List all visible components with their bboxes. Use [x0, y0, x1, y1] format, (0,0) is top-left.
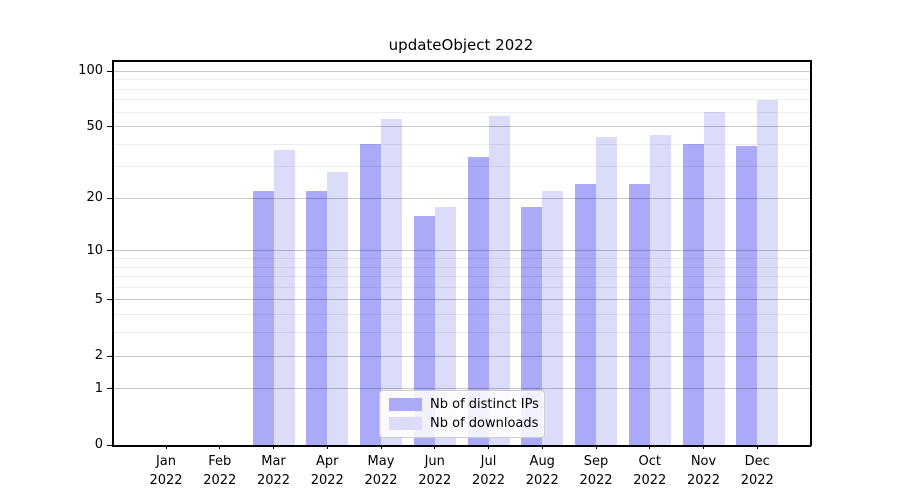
x-tick-mark-oct: [649, 445, 651, 449]
minor-gridline-6: [112, 286, 810, 288]
x-tick-label-jun: Jun 2022: [418, 454, 452, 488]
bar-downloads-jul: [488, 116, 510, 445]
minor-gridline-90: [112, 79, 810, 81]
minor-gridline-80: [112, 88, 810, 90]
x-tick-label-sep: Sep 2022: [579, 454, 613, 488]
x-tick-label-oct: Oct 2022: [633, 454, 667, 488]
x-tick-mark-jun: [434, 445, 436, 449]
gridline-100: [112, 70, 810, 72]
gridline-1: [112, 388, 810, 390]
bar-downloads-dec: [757, 99, 779, 445]
x-tick-label-apr: Apr 2022: [310, 454, 344, 488]
gridline-50: [112, 126, 810, 128]
bar-downloads-nov: [703, 112, 725, 445]
x-tick-mark-feb: [219, 445, 221, 449]
minor-gridline-9: [112, 258, 810, 259]
x-tick-label-mar: Mar 2022: [256, 454, 291, 488]
bar-distinct-ips-dec: [736, 146, 758, 445]
y-tick-label-2: 2: [94, 348, 103, 364]
bar-distinct-ips-apr: [306, 191, 328, 445]
chart-title: updateObject 2022: [388, 36, 534, 54]
gridline-10: [112, 250, 810, 252]
x-tick-mark-jan: [165, 445, 167, 449]
x-tick-mark-aug: [541, 445, 543, 449]
x-tick-label-aug: Aug 2022: [525, 454, 559, 488]
x-axis-line: [112, 445, 811, 447]
y-tick-label-0: 0: [94, 437, 103, 452]
bar-downloads-sep: [596, 136, 617, 445]
x-tick-mark-sep: [595, 445, 597, 449]
bar-distinct-ips-aug: [521, 206, 543, 445]
top-spine: [112, 60, 811, 62]
y-tick-mark-1: [107, 388, 112, 390]
bar-downloads-mar: [273, 150, 295, 445]
x-tick-label-nov: Nov 2022: [686, 454, 721, 488]
legend-item-distinct-ips: Nb of distinct IPs: [380, 397, 544, 412]
bar-distinct-ips-mar: [252, 191, 274, 445]
x-tick-mark-jul: [488, 445, 489, 449]
x-tick-mark-dec: [756, 445, 758, 449]
gridline-2: [112, 355, 810, 357]
bar-downloads-jun: [434, 206, 456, 445]
minor-gridline-40: [112, 143, 810, 145]
bar-downloads-apr: [327, 172, 349, 445]
y-tick-label-20: 20: [86, 190, 103, 206]
x-tick-mark-apr: [326, 445, 328, 449]
x-tick-mark-nov: [703, 445, 704, 449]
legend-label-distinct-ips: Nb of distinct IPs: [430, 397, 539, 412]
legend: Nb of distinct IPs Nb of downloads: [379, 390, 545, 438]
bar-downloads-oct: [649, 134, 671, 445]
bar-distinct-ips-jul: [467, 157, 489, 445]
legend-label-downloads: Nb of downloads: [430, 416, 539, 431]
y-tick-mark-100: [107, 70, 112, 72]
bar-distinct-ips-oct: [628, 184, 650, 445]
bar-distinct-ips-sep: [575, 184, 596, 445]
y-tick-mark-50: [107, 126, 112, 128]
minor-gridline-70: [112, 99, 810, 101]
y-axis-line: [112, 60, 114, 446]
bar-distinct-ips-jun: [413, 215, 435, 445]
y-tick-mark-0: [107, 444, 112, 446]
legend-swatch-distinct-ips: [389, 398, 422, 411]
x-tick-label-jan: Jan 2022: [149, 454, 183, 488]
minor-gridline-30: [112, 166, 810, 168]
minor-gridline-7: [112, 276, 810, 278]
minor-gridline-8: [112, 266, 810, 268]
bar-distinct-ips-nov: [682, 144, 704, 445]
y-tick-label-100: 100: [78, 63, 103, 79]
x-tick-mark-may: [380, 445, 382, 449]
minor-gridline-60: [112, 111, 810, 113]
gridline-20: [112, 197, 810, 199]
minor-gridline-3: [112, 332, 810, 334]
bar-downloads-aug: [542, 191, 564, 445]
right-spine: [810, 60, 812, 446]
bar-downloads-may: [381, 118, 402, 445]
x-tick-label-dec: Dec 2022: [740, 454, 774, 488]
y-tick-mark-20: [107, 197, 112, 199]
x-tick-label-may: May 2022: [364, 454, 398, 488]
y-tick-mark-10: [107, 250, 112, 252]
bar-distinct-ips-may: [360, 144, 381, 445]
y-tick-label-1: 1: [94, 380, 103, 396]
legend-swatch-downloads: [389, 417, 422, 430]
y-tick-label-10: 10: [86, 242, 103, 258]
legend-item-downloads: Nb of downloads: [380, 416, 544, 431]
x-tick-mark-mar: [273, 445, 274, 449]
y-tick-label-5: 5: [94, 291, 103, 307]
minor-gridline-4: [112, 314, 810, 316]
x-tick-label-jul: Jul 2022: [471, 454, 506, 488]
gridline-5: [112, 299, 810, 301]
y-tick-mark-2: [107, 355, 112, 357]
y-tick-mark-5: [107, 299, 112, 301]
y-tick-label-50: 50: [86, 118, 103, 134]
x-tick-label-feb: Feb 2022: [203, 454, 237, 488]
